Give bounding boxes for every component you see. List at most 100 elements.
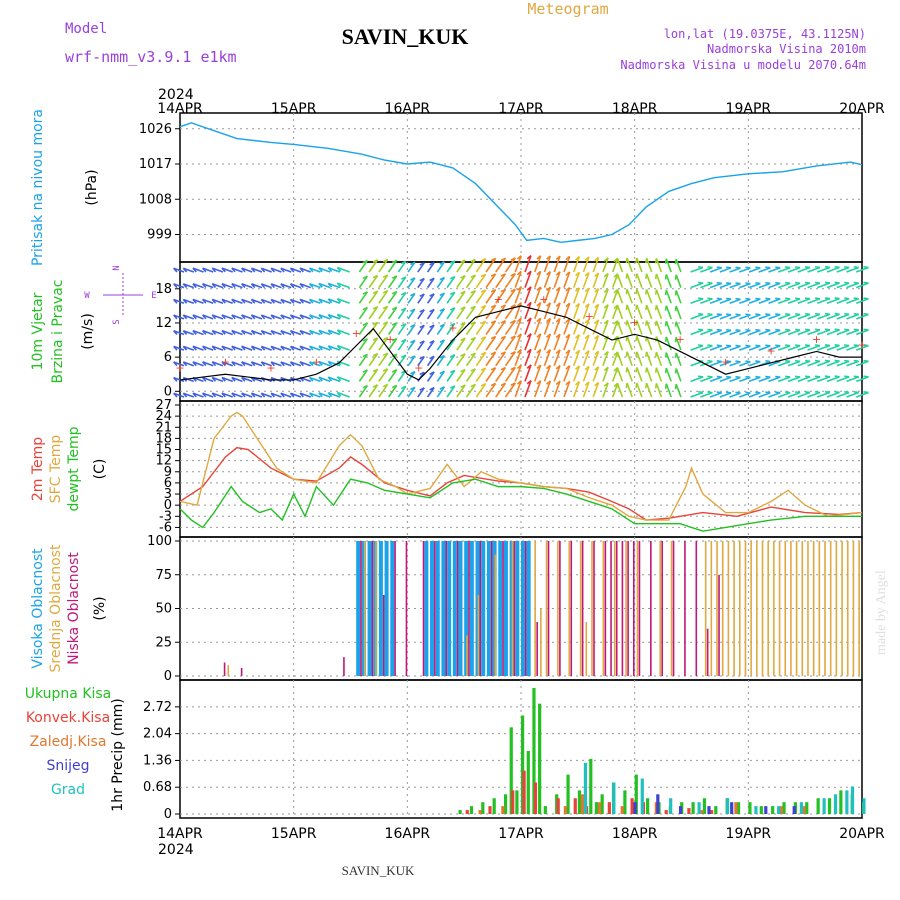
precip-bar <box>515 790 519 814</box>
wind-barb-head <box>565 365 571 370</box>
wind-barb-head <box>192 330 197 335</box>
wind-barb-head <box>439 308 445 312</box>
wind-barb-head <box>221 314 226 320</box>
wind-barb-head <box>863 344 869 347</box>
wind-barb-head <box>460 259 466 264</box>
wind-barb <box>817 266 831 273</box>
wind-barb-head <box>192 314 197 320</box>
wind-barb <box>787 360 801 367</box>
precip-bar <box>481 802 485 814</box>
wind-barb <box>626 273 633 288</box>
wind-barb-head <box>201 376 207 382</box>
wind-barb <box>475 367 487 382</box>
wind-barb-head <box>308 345 314 351</box>
precip-bar <box>702 798 707 814</box>
wind-barb-head <box>707 375 713 378</box>
wind-barb-head <box>516 317 522 323</box>
wind-barb-head <box>289 283 295 289</box>
cloud-bar <box>659 541 661 676</box>
wind-barb <box>826 282 840 289</box>
wind-barb <box>456 290 466 304</box>
wind-barb-head <box>594 350 600 356</box>
wind-barb <box>553 302 561 320</box>
wind-barb-head <box>853 375 859 378</box>
cloud-bar <box>469 541 474 676</box>
wind-barb <box>700 360 713 367</box>
wind-barb-head <box>372 352 378 357</box>
wind-barb <box>787 266 801 273</box>
wind-barb-head <box>795 359 801 363</box>
wind-barb-head <box>439 354 445 359</box>
precip-bar <box>509 727 513 814</box>
wind-barb <box>417 387 425 398</box>
wind-barb <box>616 382 624 398</box>
cloud-bar <box>441 541 446 676</box>
wind-barb-head <box>625 257 628 264</box>
wind-barb-head <box>391 306 398 311</box>
wind-barb <box>636 351 643 367</box>
wind-barb <box>436 339 446 351</box>
wind-barb <box>202 392 214 398</box>
wind-barb <box>616 351 624 367</box>
cloud-bar <box>733 541 735 676</box>
wind-barb-head <box>674 384 678 390</box>
wind-barb <box>465 290 477 304</box>
gust-marker: + <box>266 361 275 374</box>
wind-barb <box>826 376 840 383</box>
wind-barb-head <box>635 257 638 264</box>
wind-barb-head <box>410 386 416 391</box>
wind-barb <box>456 306 466 320</box>
wind-barb-head <box>211 298 217 304</box>
precip-bar <box>623 790 627 814</box>
wind-barb-head <box>526 301 532 307</box>
y-tick-label: 25 <box>155 635 172 650</box>
wind-barb <box>465 258 477 273</box>
wind-barb-head <box>654 273 658 280</box>
wind-barb-head <box>645 383 648 389</box>
wind-barb-head <box>584 318 590 324</box>
wind-barb <box>407 308 416 320</box>
wind-barb <box>446 369 456 382</box>
wind-barb <box>748 267 761 273</box>
cloud-bar <box>445 541 448 676</box>
wind-barb-head <box>280 314 285 320</box>
wind-barb-head <box>419 340 425 344</box>
wind-barb-head <box>391 384 398 389</box>
wind-barb <box>719 345 732 351</box>
wind-barb-head <box>726 344 732 347</box>
cloud-bar <box>477 595 480 676</box>
wind-barb <box>855 376 869 383</box>
wind-barb-head <box>726 360 732 363</box>
wind-barb <box>709 360 722 367</box>
compass-s: S <box>112 319 122 324</box>
wind-barb-head <box>449 369 456 374</box>
precip-bar <box>833 794 838 814</box>
wind-barb <box>533 333 542 351</box>
wind-barb <box>709 298 722 305</box>
gust-marker: + <box>352 327 361 340</box>
wind-barb-head <box>299 298 304 304</box>
wind-barb-head <box>201 314 207 320</box>
wind-barb-head <box>270 330 275 336</box>
y-tick-label: 2.72 <box>143 700 172 715</box>
wind-barb <box>758 345 771 351</box>
wind-barb-head <box>536 302 542 307</box>
cloud-bar <box>456 541 459 676</box>
wind-barb <box>504 335 516 351</box>
wind-barb-head <box>804 359 811 363</box>
wind-barb <box>192 329 204 336</box>
wind-barb-head <box>635 382 638 389</box>
wind-barb-head <box>645 304 648 311</box>
wind-barb-head <box>299 345 304 351</box>
wind-barb <box>192 345 204 351</box>
wind-barb-head <box>372 321 378 326</box>
wind-barb <box>602 320 609 335</box>
wind-barb-head <box>707 344 713 347</box>
wind-barb <box>543 318 552 335</box>
wind-barb <box>183 329 195 336</box>
wind-barb <box>318 267 331 273</box>
precip-bar <box>501 806 505 814</box>
wind-barb <box>280 314 292 320</box>
wind-barb <box>417 277 425 289</box>
wind-barb <box>417 309 425 320</box>
